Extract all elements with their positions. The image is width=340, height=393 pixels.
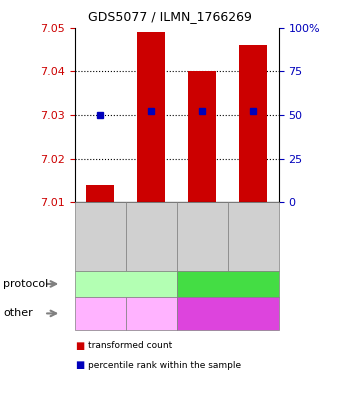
Text: other: other bbox=[3, 309, 33, 318]
Text: non-targetting
shRNA: non-targetting shRNA bbox=[190, 303, 266, 324]
Text: transformed count: transformed count bbox=[88, 342, 173, 350]
Text: GSM1071457: GSM1071457 bbox=[96, 209, 105, 265]
Text: shRNA for
first exon
of TMEM88: shRNA for first exon of TMEM88 bbox=[80, 303, 120, 323]
Bar bbox=[137, 32, 165, 202]
Bar bbox=[239, 45, 267, 202]
Text: TMEM88 depletion: TMEM88 depletion bbox=[81, 279, 171, 289]
Text: GSM1071455: GSM1071455 bbox=[249, 209, 258, 265]
Bar bbox=[188, 71, 216, 202]
Bar bbox=[86, 185, 114, 202]
Text: GDS5077 / ILMN_1766269: GDS5077 / ILMN_1766269 bbox=[88, 10, 252, 23]
Text: GSM1071456: GSM1071456 bbox=[147, 209, 156, 265]
Text: ■: ■ bbox=[75, 341, 84, 351]
Text: control: control bbox=[208, 279, 247, 289]
Text: shRNA for
3'UTR of
TMEM88: shRNA for 3'UTR of TMEM88 bbox=[133, 303, 169, 323]
Text: protocol: protocol bbox=[3, 279, 49, 289]
Text: GSM1071454: GSM1071454 bbox=[198, 209, 207, 265]
Text: ■: ■ bbox=[75, 360, 84, 371]
Text: percentile rank within the sample: percentile rank within the sample bbox=[88, 361, 241, 370]
